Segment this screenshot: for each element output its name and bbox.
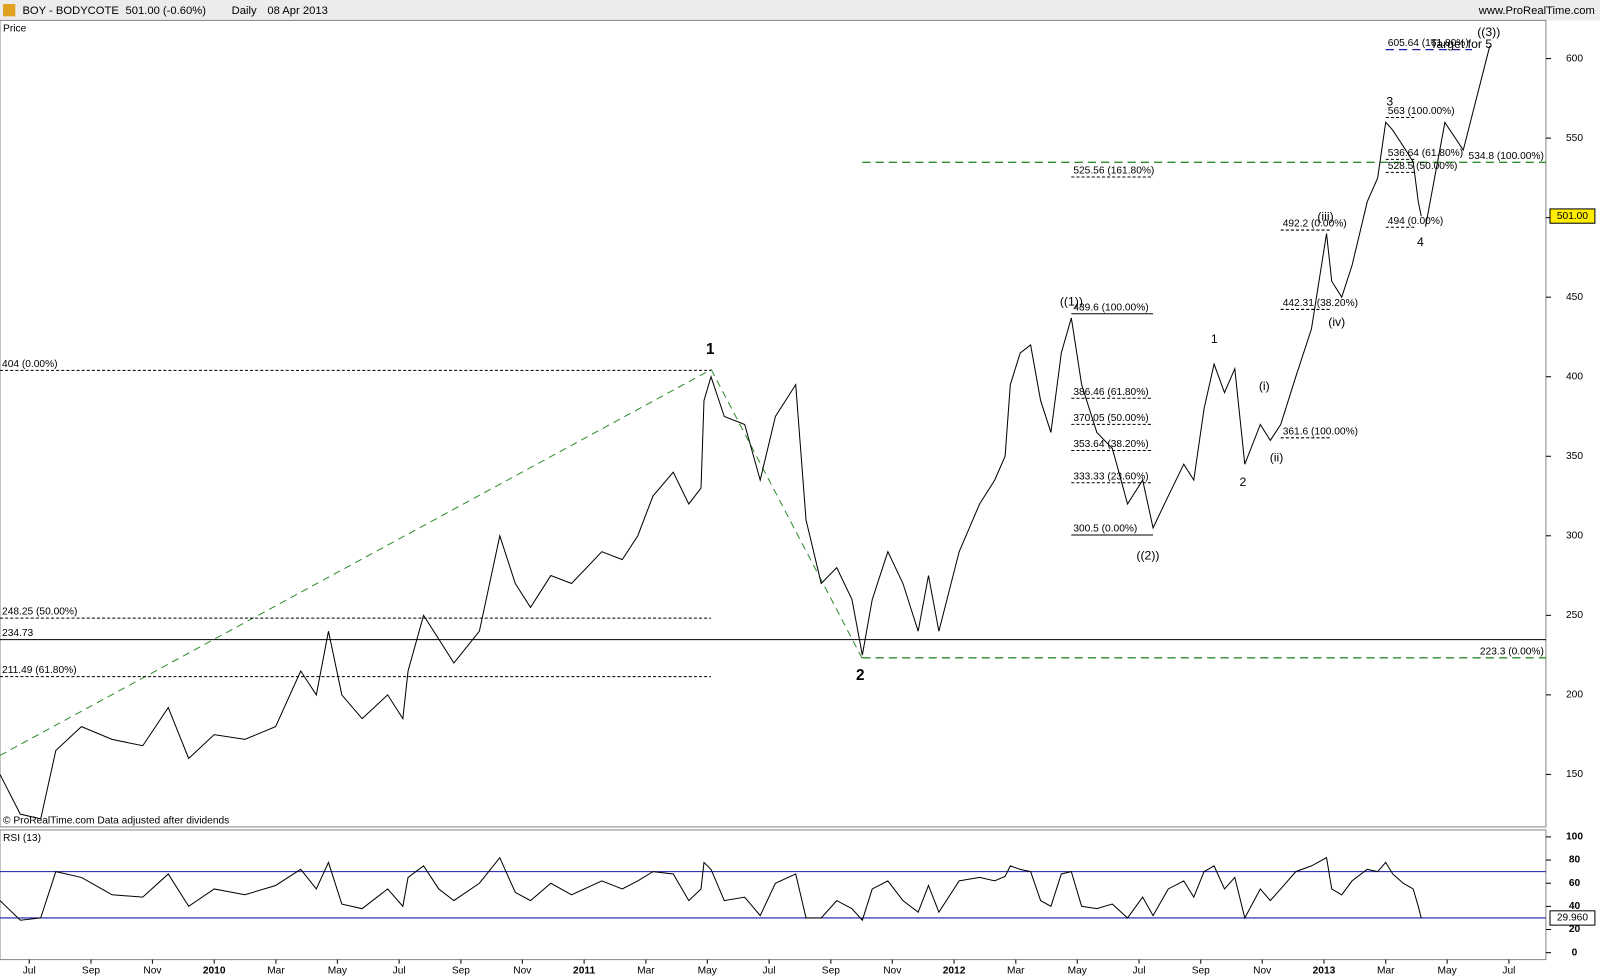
level-label: 536.64 (61.80%) xyxy=(1388,148,1463,159)
level-label: 563 (100.00%) xyxy=(1388,106,1455,117)
y-tick-label: 60 xyxy=(1569,878,1581,889)
x-tick-label: Jul xyxy=(1132,966,1145,977)
y-tick-label: 250 xyxy=(1566,610,1583,621)
x-tick-label: 2013 xyxy=(1313,966,1336,977)
y-tick-label: 550 xyxy=(1566,133,1583,144)
x-tick-label: Mar xyxy=(637,966,655,977)
level-label: 525.56 (161.80%) xyxy=(1073,166,1154,177)
wave-label: 3 xyxy=(1386,94,1393,108)
level-label: 300.5 (0.00%) xyxy=(1073,524,1137,535)
header-bar xyxy=(0,0,1600,21)
y-tick-label: 0 xyxy=(1572,947,1578,958)
rsi-frame xyxy=(0,829,1547,961)
x-tick-label: Jul xyxy=(23,966,36,977)
wave-label: ((3)) xyxy=(1477,25,1500,39)
trend-line xyxy=(0,369,712,756)
wave-label: 2 xyxy=(856,667,865,684)
symbol: BOY - BODYCOTE xyxy=(22,5,118,17)
level-label: 223.3 (0.00%) xyxy=(1480,646,1544,657)
rsi-line xyxy=(0,856,1422,922)
y-tick-label: 20 xyxy=(1569,924,1581,935)
y-tick-label: 150 xyxy=(1566,769,1583,780)
x-tick-label: 2011 xyxy=(573,966,595,977)
x-tick-label: May xyxy=(1438,966,1458,977)
y-tick-label: 300 xyxy=(1566,530,1583,541)
level-label: 333.33 (23.60%) xyxy=(1073,471,1148,482)
last-value-box xyxy=(1549,208,1596,224)
level-label: 370.05 (50.00%) xyxy=(1073,413,1148,424)
level-label: 534.8 (100.00%) xyxy=(1469,151,1544,162)
x-tick-label: Nov xyxy=(143,966,162,977)
level-label: 605.64 (161.80%) xyxy=(1388,38,1469,49)
y-tick-label: 100 xyxy=(1566,832,1583,843)
x-tick-label: Nov xyxy=(883,966,902,977)
x-tick-label: Nov xyxy=(513,966,532,977)
y-tick-label: 200 xyxy=(1566,690,1583,701)
y-tick-label: 450 xyxy=(1566,292,1583,303)
x-tick-label: 2010 xyxy=(203,966,226,977)
period: Daily xyxy=(232,5,257,17)
x-tick-label: Sep xyxy=(452,966,470,977)
price-line xyxy=(0,121,1422,820)
x-tick-label: May xyxy=(1068,966,1088,977)
wave-label: 2 xyxy=(1239,475,1246,489)
site: www.ProRealTime.com xyxy=(1478,5,1595,17)
level-label: 353.64 (38.20%) xyxy=(1073,439,1148,450)
y-tick-label: 600 xyxy=(1566,53,1583,64)
logo xyxy=(3,4,16,17)
x-tick-label: Sep xyxy=(82,966,100,977)
x-tick-label: Nov xyxy=(1253,966,1272,977)
x-tick-label: Sep xyxy=(1192,966,1210,977)
target-label: Target for 5 xyxy=(1430,37,1492,51)
projection-line xyxy=(1425,45,1491,227)
price-frame xyxy=(0,19,1547,828)
level-label: 361.6 (100.00%) xyxy=(1283,426,1358,437)
level-label: 442.31 (38.20%) xyxy=(1283,298,1358,309)
x-tick-label: May xyxy=(698,966,718,977)
level-label: 528.5 (50.00%) xyxy=(1388,161,1458,172)
level-label: 439.6 (100.00%) xyxy=(1073,302,1148,313)
wave-label: 1 xyxy=(706,341,715,358)
x-tick-label: Jul xyxy=(763,966,776,977)
level-label: 404 (0.00%) xyxy=(2,359,57,370)
y-tick-label: 40 xyxy=(1569,901,1581,912)
level-label: 211.49 (61.80%) xyxy=(2,665,77,676)
x-tick-label: Jul xyxy=(1502,966,1515,977)
wave-label: (iv) xyxy=(1328,315,1345,329)
rsi-title: RSI (13) xyxy=(3,833,41,844)
y-tick-label: 350 xyxy=(1566,451,1583,462)
level-label: 386.46 (61.80%) xyxy=(1073,387,1148,398)
level-label: 234.73 xyxy=(2,628,33,639)
wave-label: 1 xyxy=(1211,332,1218,346)
date: 08 Apr 2013 xyxy=(267,5,328,17)
level-label: 248.25 (50.00%) xyxy=(2,607,77,618)
x-tick-label: Jul xyxy=(393,966,406,977)
wave-label: ((1)) xyxy=(1060,294,1083,308)
x-tick-label: May xyxy=(328,966,348,977)
wave-label: (iii) xyxy=(1317,210,1333,224)
level-label: 494 (0.00%) xyxy=(1388,216,1443,227)
x-tick-label: Mar xyxy=(267,966,285,977)
quote: 501.00 (-0.60%) xyxy=(126,5,207,17)
last-value-box xyxy=(1549,910,1596,926)
x-tick-label: Mar xyxy=(1377,966,1395,977)
last-value-label: 501.00 xyxy=(1557,211,1588,222)
wave-label: (i) xyxy=(1259,379,1270,393)
footer: © ProRealTime.com Data adjusted after di… xyxy=(3,815,229,826)
x-tick-label: Mar xyxy=(1007,966,1025,977)
wave-label: (ii) xyxy=(1270,451,1284,465)
last-value-label: 29.960 xyxy=(1557,913,1588,924)
trend-line xyxy=(710,369,863,659)
level-label: 492.2 (0.00%) xyxy=(1283,219,1347,230)
x-tick-label: 2012 xyxy=(943,966,966,977)
price-label: Price xyxy=(3,23,27,34)
wave-label: 4 xyxy=(1417,235,1424,249)
x-tick-label: Sep xyxy=(822,966,840,977)
wave-label: ((2)) xyxy=(1136,549,1159,563)
y-tick-label: 80 xyxy=(1569,855,1581,866)
y-tick-label: 400 xyxy=(1566,371,1583,382)
